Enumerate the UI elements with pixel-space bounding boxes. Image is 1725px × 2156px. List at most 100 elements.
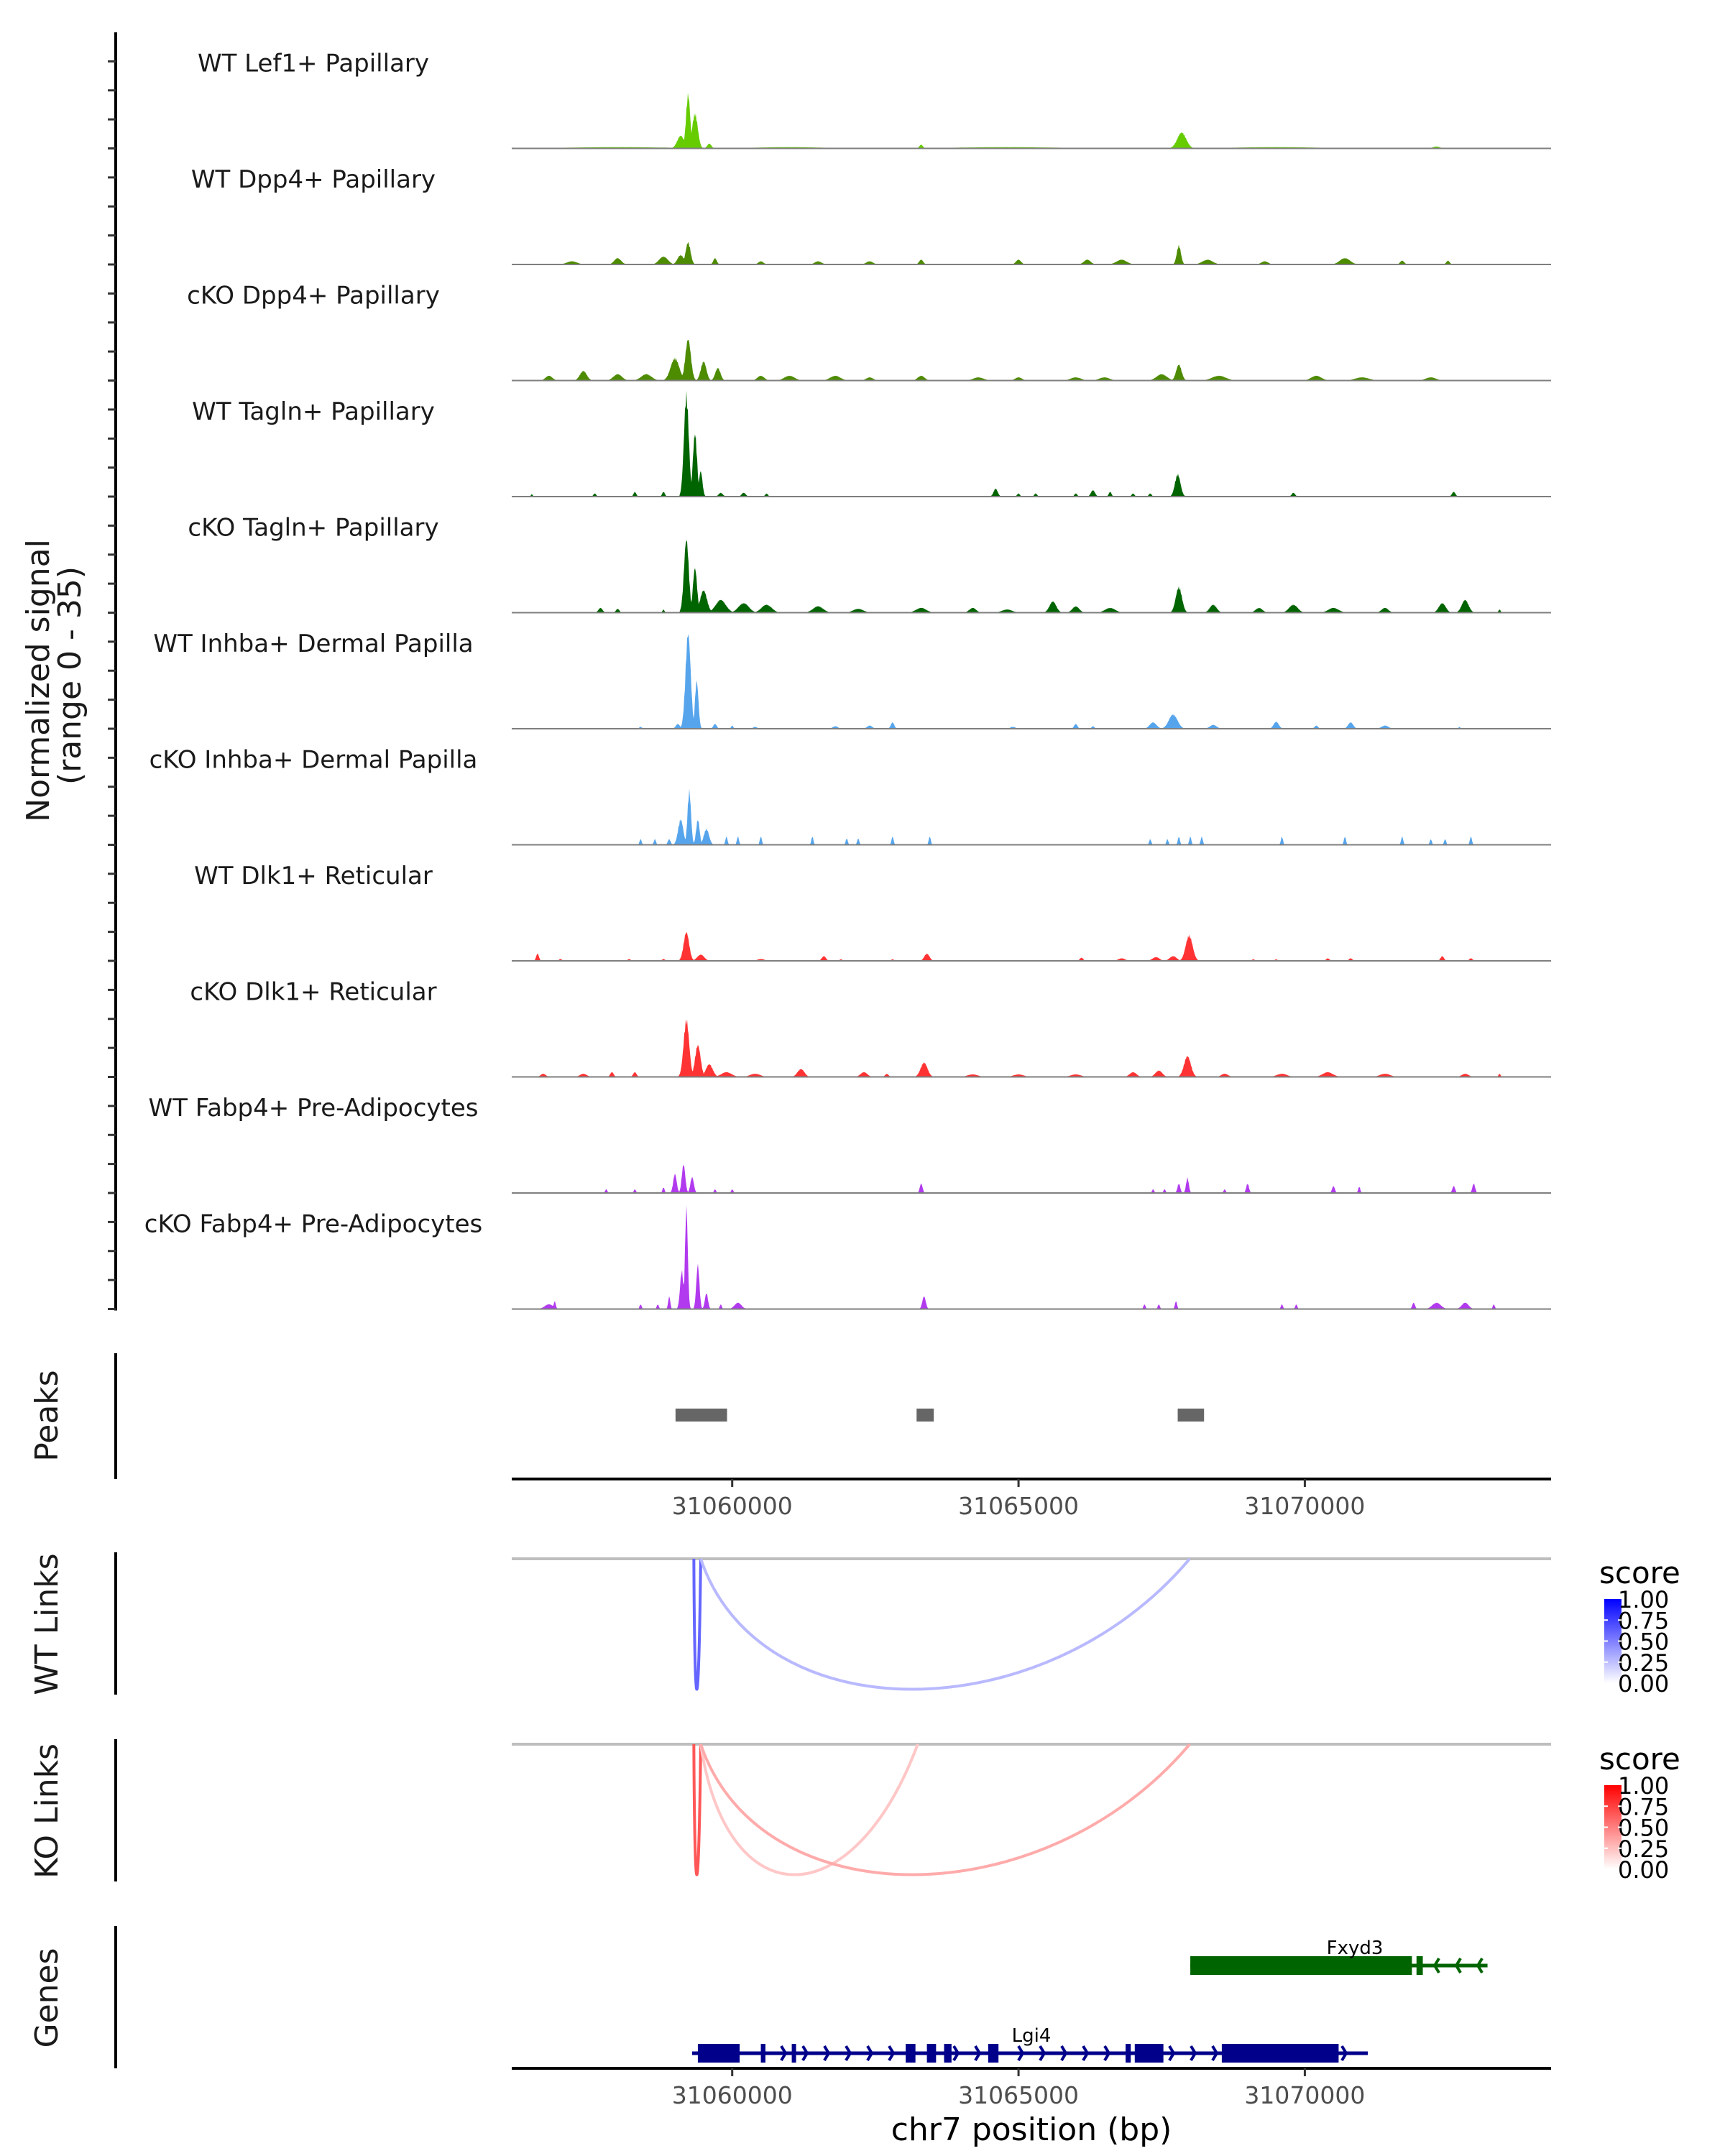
coverage-area [512, 788, 1551, 845]
track-label: WT Lef1+ Papillary [198, 50, 429, 78]
ko-links-panel-title: KO Links [29, 1743, 65, 1879]
track-label: cKO Fabp4+ Pre-Adipocytes [144, 1210, 483, 1239]
strand-arrow-icon [801, 2045, 809, 2062]
coverage-area [512, 241, 1551, 264]
x-tick-label: 31070000 [1244, 2081, 1365, 2109]
coverage-area [512, 540, 1551, 613]
legend-tick-label: 0.25 [1618, 1835, 1669, 1863]
link-arc [699, 1557, 1191, 1691]
strand-arrow-icon [1211, 2045, 1219, 2062]
strand-arrow-icon [1454, 1957, 1462, 1974]
link-arc [692, 1743, 702, 1876]
coverage-track: WT Inhba+ Dermal Papilla [153, 630, 1551, 729]
peak-region [675, 1409, 727, 1422]
strand-arrow-icon [1039, 2045, 1046, 2062]
legend-tick-label: 0.50 [1618, 1628, 1669, 1656]
coverage-track: WT Tagln+ Papillary [192, 390, 1551, 497]
gene-exon [697, 2044, 740, 2063]
ko-links-track [512, 1743, 1551, 1876]
x-axis-title: chr7 position (bp) [891, 2111, 1172, 2148]
legend-tick-label: 0.50 [1618, 1815, 1669, 1842]
genes-track: Fxyd3 Lgi4 [691, 1938, 1488, 2063]
gene-exon [906, 2044, 916, 2063]
legend-tick-label: 0.00 [1618, 1670, 1669, 1697]
gene-label: Lgi4 [1012, 2025, 1052, 2047]
coverage-track: cKO Dlk1+ Reticular [190, 978, 1551, 1078]
x-tick-label: 31065000 [958, 1492, 1079, 1520]
strand-arrow-icon [1168, 2045, 1176, 2062]
gene-model: Lgi4 [691, 2025, 1368, 2063]
gene-exon [1221, 2044, 1339, 2063]
gene-exon [791, 2044, 796, 2063]
track-label: WT Tagln+ Papillary [192, 397, 435, 426]
coverage-track: cKO Inhba+ Dermal Papilla [150, 746, 1551, 846]
track-label: cKO Dpp4+ Papillary [187, 282, 440, 310]
gene-exon [944, 2044, 952, 2063]
gene-exon [1416, 1956, 1423, 1975]
coverage-track: WT Lef1+ Papillary [198, 50, 1551, 149]
x-tick-label: 31070000 [1244, 1492, 1365, 1520]
strand-arrow-icon [974, 2045, 982, 2062]
strand-arrow-icon [952, 2045, 960, 2062]
coverage-track: WT Dpp4+ Papillary [191, 165, 1551, 265]
coverage-track: cKO Fabp4+ Pre-Adipocytes [144, 1205, 1551, 1310]
legend-tick-label: 0.25 [1618, 1649, 1669, 1677]
coverage-area [512, 633, 1551, 729]
legend-tick-label: 0.75 [1618, 1793, 1669, 1820]
genes-panel-title: Genes [29, 1948, 65, 2047]
coverage-area [512, 390, 1551, 497]
gene-exon [1126, 2044, 1131, 2063]
coverage-y-axis [108, 32, 117, 1311]
track-label: WT Fabp4+ Pre-Adipocytes [149, 1094, 479, 1123]
x-tick-label: 31060000 [672, 2081, 793, 2109]
strand-arrow-icon [1060, 2045, 1068, 2062]
legend-tick-label: 1.00 [1618, 1772, 1669, 1800]
legend-tick-label: 1.00 [1618, 1586, 1669, 1613]
y-axis-title-line2: (range 0 - 35) [52, 566, 88, 785]
strand-arrow-icon [780, 2045, 788, 2062]
strand-arrow-icon [1476, 1957, 1484, 1974]
strand-arrow-icon [1103, 2045, 1111, 2062]
x-axis-peaks: 31060000 31065000 31070000 [512, 1478, 1551, 1520]
legend-title: score [1599, 1555, 1680, 1590]
coverage-track: cKO Tagln+ Papillary [188, 514, 1551, 614]
strand-arrow-icon [1017, 2045, 1025, 2062]
coverage-track: WT Dlk1+ Reticular [194, 862, 1551, 962]
coverage-area [512, 340, 1551, 381]
strand-arrow-icon [1082, 2045, 1090, 2062]
coverage-area [512, 1205, 1551, 1309]
link-arc [692, 1558, 702, 1691]
peak-region [916, 1409, 934, 1422]
coverage-area [512, 1165, 1551, 1193]
strand-arrow-icon [866, 2045, 874, 2062]
y-axis-title-line1: Normalized signal [20, 539, 57, 822]
strand-arrow-icon [1340, 2045, 1348, 2062]
gene-model: Fxyd3 [1190, 1938, 1488, 1975]
coverage-area [512, 93, 1551, 149]
track-label: WT Inhba+ Dermal Papilla [153, 630, 473, 658]
gene-exon [760, 2044, 765, 2063]
gene-exon [988, 2044, 999, 2063]
gene-label: Fxyd3 [1327, 1938, 1384, 1959]
gene-exon [1190, 1956, 1412, 1975]
track-label: cKO Tagln+ Papillary [188, 514, 438, 543]
coverage-track: cKO Dpp4+ Papillary [187, 282, 1551, 382]
gene-exon [926, 2044, 937, 2063]
legend-title: score [1599, 1741, 1680, 1777]
track-label: WT Dpp4+ Papillary [191, 165, 436, 194]
track-label: cKO Dlk1+ Reticular [190, 978, 436, 1007]
gene-exon [1134, 2044, 1164, 2063]
peaks-panel-title: Peaks [29, 1370, 65, 1461]
peak-region [1177, 1409, 1205, 1422]
peaks-track [675, 1409, 1205, 1422]
strand-arrow-icon [845, 2045, 852, 2062]
legend-tick-label: 0.75 [1618, 1607, 1669, 1634]
track-label: WT Dlk1+ Reticular [194, 862, 433, 890]
strand-arrow-icon [888, 2045, 896, 2062]
strand-arrow-icon [1190, 2045, 1197, 2062]
coverage-tracks: WT Lef1+ Papillary WT Dpp4+ Papillary cKO … [144, 50, 1551, 1310]
coverage-track: WT Fabp4+ Pre-Adipocytes [149, 1094, 1551, 1194]
x-tick-label: 31065000 [958, 2081, 1079, 2109]
